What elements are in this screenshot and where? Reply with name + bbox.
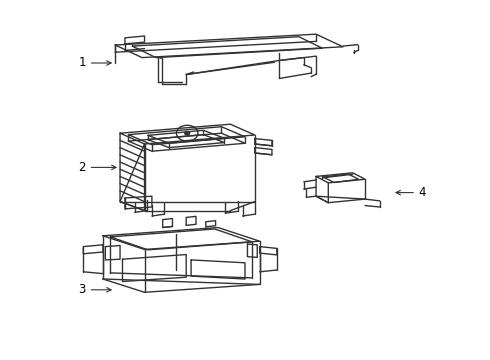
Circle shape: [185, 131, 190, 135]
Text: 2: 2: [78, 161, 116, 174]
Text: 3: 3: [78, 283, 111, 296]
Text: 1: 1: [78, 57, 111, 69]
Text: 4: 4: [396, 186, 426, 199]
